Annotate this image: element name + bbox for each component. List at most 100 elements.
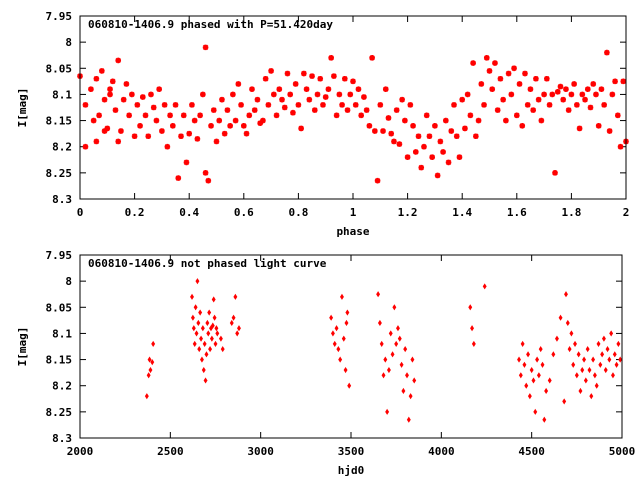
unphased-data-point: [195, 278, 200, 285]
unphased-data-point: [592, 372, 597, 379]
unphased-data-point: [410, 356, 415, 363]
phased-data-point: [101, 96, 108, 103]
unphased-data-point: [198, 309, 203, 316]
unphased-data-point: [218, 335, 223, 342]
phased-data-point: [552, 170, 558, 176]
phased-plot-frame: [79, 15, 627, 200]
unphased-data-point: [211, 296, 216, 303]
unphased-y-tick-label: 8.05: [46, 301, 73, 314]
phased-data-point: [519, 123, 526, 129]
phased-data-point: [412, 149, 419, 155]
unphased-data-point: [567, 346, 572, 353]
phased-data-point: [145, 133, 152, 140]
phased-data-point: [322, 94, 329, 100]
phased-data-point: [366, 123, 373, 129]
unphased-data-point: [470, 325, 475, 332]
phased-data-point: [590, 81, 597, 87]
phased-data-point: [197, 112, 203, 119]
unphased-data-point: [197, 346, 202, 353]
phased-data-point: [249, 86, 255, 92]
phased-data-point: [159, 128, 165, 134]
phased-data-point: [500, 96, 506, 103]
unphased-data-point: [379, 340, 384, 347]
phased-data-point: [396, 141, 403, 147]
unphased-data-point: [574, 372, 579, 379]
phased-data-point: [284, 70, 291, 77]
phased-data-point: [385, 115, 392, 121]
unphased-data-point: [376, 291, 381, 298]
phased-data-point: [101, 128, 108, 134]
phased-data-point: [571, 81, 577, 87]
phased-data-point: [486, 68, 493, 74]
phased-y-tick-label: 8.15: [46, 115, 73, 128]
unphased-data-point: [196, 319, 201, 327]
phased-data-point: [410, 123, 416, 129]
unphased-data-point: [206, 330, 211, 337]
unphased-data-point: [412, 377, 417, 384]
phased-data-point: [478, 81, 485, 87]
phased-data-point: [587, 104, 594, 111]
phased-data-point: [617, 143, 624, 150]
unphased-x-tick-label: 4000: [428, 445, 455, 458]
phased-data-point: [473, 133, 479, 140]
phased-data-point: [202, 44, 209, 51]
phased-data-point: [462, 125, 468, 132]
phased-data-point: [208, 123, 214, 129]
unphased-data-point: [551, 351, 556, 358]
phased-y-tick-label: 8.25: [46, 167, 73, 180]
phased-chart-title: 060810-1406.9 phased with P=51.420day: [88, 18, 333, 31]
unphased-data-point: [520, 340, 525, 347]
phased-data-point: [90, 117, 97, 124]
phased-data-point: [178, 133, 184, 140]
phased-x-tick-label: 1.2: [398, 206, 418, 219]
phased-data-point: [314, 91, 321, 98]
phased-data-point: [303, 86, 310, 92]
unphased-data-point: [522, 361, 527, 368]
phased-x-axis-label: phase: [336, 225, 369, 238]
phased-data-point: [142, 112, 149, 119]
unphased-data-point: [587, 366, 592, 374]
unphased-data-point: [468, 304, 473, 311]
phased-y-tick-label: 8.05: [46, 62, 73, 75]
phased-y-tick-label: 8: [65, 36, 72, 49]
phased-data-point: [271, 91, 277, 98]
unphased-data-point: [612, 351, 617, 358]
phased-data-point: [320, 102, 326, 108]
phased-data-point: [88, 86, 94, 92]
unphased-data-point: [609, 330, 614, 337]
phased-data-point: [582, 96, 588, 103]
phased-data-point: [246, 112, 253, 119]
phased-data-point: [276, 86, 283, 92]
unphased-data-point: [147, 356, 152, 363]
phased-data-point: [156, 86, 162, 92]
phased-data-point: [205, 177, 212, 184]
phased-data-point: [172, 102, 179, 108]
phased-data-point: [200, 91, 206, 98]
unphased-data-point: [618, 356, 623, 363]
phased-data-point: [137, 123, 143, 129]
unphased-data-point: [578, 387, 583, 394]
phased-data-point: [96, 112, 102, 119]
unphased-data-point: [150, 359, 155, 366]
phased-data-point: [483, 55, 490, 61]
phased-data-point: [99, 68, 105, 74]
unphased-data-point: [558, 314, 563, 321]
unphased-data-point: [193, 304, 198, 311]
phased-data-point: [584, 86, 591, 92]
unphased-data-point: [336, 346, 341, 353]
unphased-data-point: [207, 309, 212, 316]
phased-data-point: [191, 117, 198, 124]
phased-data-point: [109, 78, 116, 85]
phased-data-point: [391, 138, 397, 145]
unphased-data-point: [594, 382, 599, 389]
phased-data-point: [404, 154, 411, 160]
phased-x-tick-label: 0: [77, 206, 84, 219]
phased-data-point: [210, 107, 217, 113]
unphased-data-point: [204, 351, 209, 358]
unphased-y-tick-label: 8.1: [52, 327, 72, 340]
phased-data-point: [287, 91, 294, 98]
phased-data-point: [268, 68, 274, 74]
phased-data-point: [227, 123, 233, 129]
unphased-data-point: [332, 340, 337, 347]
phased-data-point: [328, 55, 334, 61]
